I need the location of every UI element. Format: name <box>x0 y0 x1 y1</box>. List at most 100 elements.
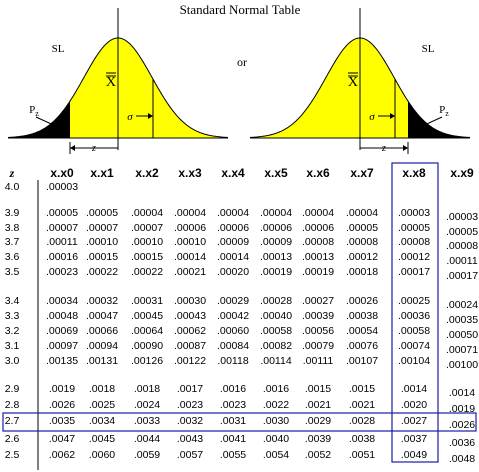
table-cell: .00031 <box>131 295 163 307</box>
table-cell: .00079 <box>302 340 334 352</box>
table-cell: .00016 <box>46 251 78 263</box>
title: Standard Normal Table <box>180 2 301 17</box>
table-cell: .0047 <box>49 433 75 445</box>
sl-label: SL <box>52 43 65 55</box>
column-highlight <box>391 162 439 463</box>
column-header: x.x8 <box>402 166 426 180</box>
table-cell: .00010 <box>86 236 118 248</box>
mean-label: X <box>348 75 358 90</box>
table-cell: .0023 <box>220 399 246 411</box>
or-label: or <box>237 55 247 69</box>
table-cell: .0014 <box>401 383 427 395</box>
table-cell: .00004 <box>346 207 378 219</box>
table-cell: .00003 <box>446 211 478 223</box>
table-cell: .00012 <box>398 251 430 263</box>
row-label: 2.5 <box>5 449 20 461</box>
arrowhead <box>70 145 75 151</box>
table-cell: .00024 <box>446 299 478 311</box>
table-cell: .00004 <box>174 207 206 219</box>
table-cell: .0035 <box>49 415 75 427</box>
column-header: x.x7 <box>350 166 374 180</box>
column-header: x.x2 <box>135 166 159 180</box>
table-cell: .0018 <box>89 383 115 395</box>
table-cell: .0049 <box>401 449 427 461</box>
table-cell: .00006 <box>174 222 206 234</box>
table-cell: .00011 <box>446 255 477 267</box>
table-cell: .00009 <box>217 236 249 248</box>
table-cell: .00100 <box>446 359 478 371</box>
table-cell: .0054 <box>263 449 289 461</box>
table-cell: .00022 <box>131 266 163 278</box>
table-cell: .00006 <box>217 222 249 234</box>
table-cell: .0052 <box>305 449 331 461</box>
table-cell: .0022 <box>263 399 289 411</box>
table-cell: .00048 <box>46 310 78 322</box>
table-cell: .0024 <box>134 399 160 411</box>
table-cell: .00028 <box>260 295 292 307</box>
sigma-label: σ <box>369 111 375 123</box>
column-header: x.x5 <box>264 166 288 180</box>
table-cell: .00026 <box>346 295 378 307</box>
table-cell: .00013 <box>302 251 334 263</box>
table-cell: .00039 <box>302 310 334 322</box>
table-cell: .00023 <box>46 266 78 278</box>
table-cell: .00006 <box>302 222 334 234</box>
table-cell: .00047 <box>86 310 118 322</box>
table-cell: .00015 <box>131 251 163 263</box>
table-cell: .00032 <box>86 295 118 307</box>
table-cell: .00014 <box>217 251 249 263</box>
table-cell: .00104 <box>398 355 430 367</box>
table-cell: .00017 <box>398 266 430 278</box>
table-cell: .00019 <box>302 266 334 278</box>
table-cell: .0043 <box>177 433 203 445</box>
pz-pointer <box>35 116 61 129</box>
table-cell: .00090 <box>131 340 163 352</box>
table-cell: .0031 <box>220 415 246 427</box>
table-cell: .00015 <box>86 251 118 263</box>
pz-label: Pz <box>439 104 449 118</box>
table-cell: .00018 <box>346 266 378 278</box>
table-cell: .00084 <box>217 340 249 352</box>
table-cell: .00036 <box>398 310 430 322</box>
tail-area <box>408 101 470 138</box>
table-cell: .00003 <box>398 207 430 219</box>
table-cell: .0020 <box>401 399 427 411</box>
table-cell: .0032 <box>177 415 203 427</box>
column-header: z <box>9 166 15 180</box>
mean-label: X <box>106 75 116 90</box>
table-cell: .00045 <box>131 310 163 322</box>
table-cell: .0048 <box>449 453 475 465</box>
table-cell: .00062 <box>174 325 206 337</box>
table-cell: .00003 <box>46 181 78 193</box>
row-highlight <box>2 412 477 432</box>
table-cell: .00097 <box>46 340 78 352</box>
table-cell: .00019 <box>260 266 292 278</box>
row-label: 2.8 <box>5 399 20 411</box>
table-cell: .00008 <box>302 236 334 248</box>
table-cell: .00054 <box>346 325 378 337</box>
table-cell: .00020 <box>217 266 249 278</box>
table-cell: .0015 <box>349 383 375 395</box>
table-cell: .0051 <box>349 449 375 461</box>
pz-main: P <box>29 104 35 116</box>
table-cell: .0023 <box>177 399 203 411</box>
table-cell: .00009 <box>260 236 292 248</box>
table-cell: .00135 <box>46 355 78 367</box>
row-label: 3.9 <box>5 207 20 219</box>
column-header: x.x0 <box>50 166 74 180</box>
column-header: x.x4 <box>221 166 245 180</box>
table-cell: .0028 <box>349 415 375 427</box>
table-cell: .00126 <box>131 355 163 367</box>
row-label: 3.4 <box>5 295 20 307</box>
row-label: 3.8 <box>5 222 20 234</box>
table-cell: .0014 <box>449 387 475 399</box>
sl-label: SL <box>422 43 435 55</box>
table-cell: .00004 <box>217 207 249 219</box>
table-cell: .00043 <box>174 310 206 322</box>
table-cell: .00058 <box>260 325 292 337</box>
table-cell: .0030 <box>263 415 289 427</box>
table-cell: .0040 <box>263 433 289 445</box>
pz-sub: z <box>35 109 39 118</box>
row-label: 3.1 <box>5 340 20 352</box>
table-cell: .0026 <box>49 399 75 411</box>
